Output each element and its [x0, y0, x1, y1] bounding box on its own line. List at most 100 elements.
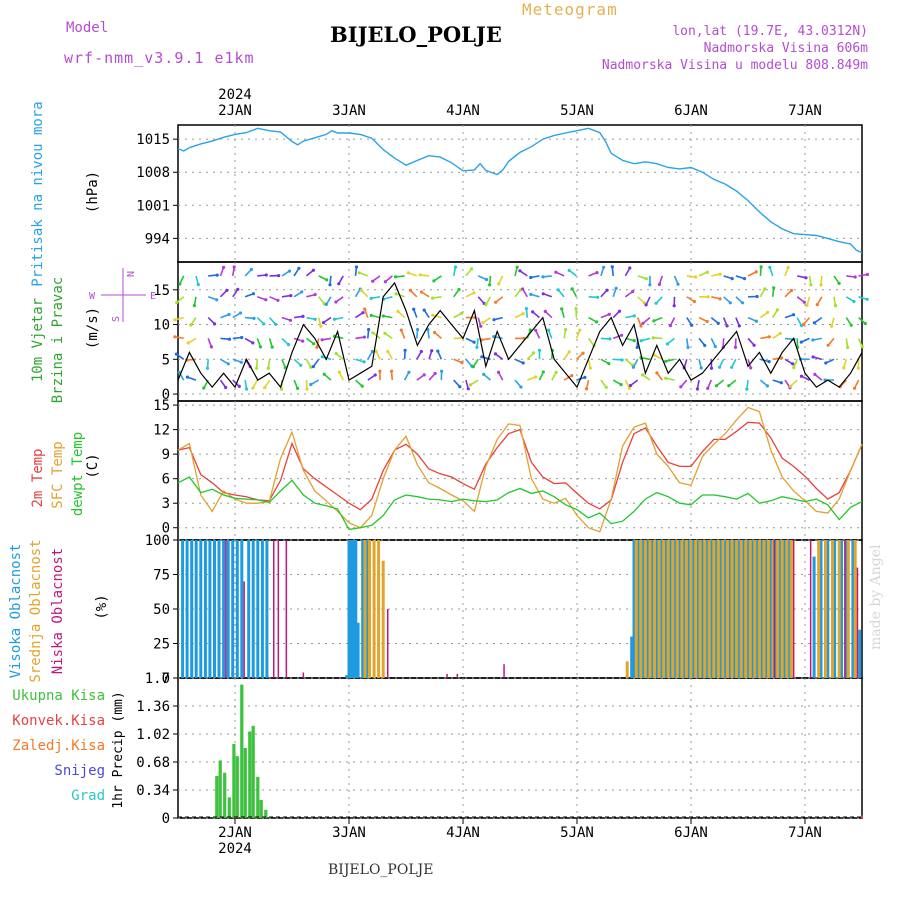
high-cloud-bar — [247, 540, 251, 678]
wind-arrow-head — [541, 292, 545, 296]
wind-arrow-head — [373, 373, 377, 377]
y-tick-label: 0 — [162, 671, 170, 687]
y-tick-label: 0 — [162, 811, 170, 827]
high-cloud-bar — [778, 540, 782, 678]
wind-arrow-head — [369, 313, 373, 317]
low-cloud-bar — [285, 540, 288, 678]
wind-arrow-head — [581, 351, 585, 355]
wind-arrow-head — [805, 303, 809, 307]
wind-arrow-head — [605, 288, 609, 292]
high-cloud-bar — [208, 540, 212, 678]
wind-arrow-head — [852, 299, 856, 304]
wind-arrow-head — [853, 275, 857, 279]
wind-title-line2: Brzina i Pravac — [50, 277, 66, 403]
mid-cloud-bar — [757, 540, 761, 678]
wind-arrow-head — [804, 276, 808, 280]
total-precip-bar — [218, 760, 222, 818]
wind-arrow-head — [786, 265, 790, 270]
wind-arrow-head — [799, 374, 804, 378]
wind-arrow-head — [378, 369, 382, 373]
wind-arrow-head — [655, 371, 659, 375]
wind-arrow-head — [532, 351, 536, 355]
wind-arrow-head — [315, 345, 319, 349]
wind-arrow-head — [457, 287, 461, 292]
mid-cloud-bar — [716, 540, 720, 678]
y-tick-label: 5 — [162, 352, 170, 368]
wind-arrow-head — [416, 327, 420, 332]
mid-cloud-bar — [739, 540, 743, 678]
wind-arrow-head — [789, 288, 794, 293]
wind-arrow-head — [173, 335, 177, 339]
y-tick-label: 0.34 — [136, 783, 170, 799]
wind-arrow-head — [173, 318, 177, 322]
wind-arrow-head — [472, 340, 476, 344]
high-cloud-bar — [723, 540, 727, 678]
high-cloud-bar — [851, 540, 855, 678]
wind-arrow-head — [381, 314, 385, 318]
wind-arrow-head — [672, 304, 676, 308]
mid-cloud-bar — [662, 540, 666, 678]
wind-arrow-head — [718, 272, 722, 276]
wind-arrow-head — [481, 321, 485, 325]
wind-arrow-head — [276, 298, 280, 302]
mid-cloud-bar — [698, 540, 702, 678]
wind-arrow-head — [564, 328, 568, 332]
wind-arrow-head — [554, 270, 558, 274]
high-cloud-bar — [231, 540, 235, 678]
wind-arrow-head — [418, 273, 422, 277]
wind-arrow-head — [824, 361, 828, 365]
mid-cloud-bar — [657, 540, 661, 678]
y-tick-label: 12 — [153, 423, 170, 439]
wind-arrow-head — [547, 328, 551, 332]
wind-arrow-head — [745, 387, 749, 391]
wind-arrow-head — [632, 314, 636, 318]
high-cloud-bar — [181, 540, 185, 678]
high-cloud-bar — [664, 540, 668, 678]
total-precip-bar — [227, 797, 231, 818]
wind-arrow-head — [252, 316, 256, 320]
low-cloud-bar — [773, 540, 775, 678]
y-tick-label: 10 — [153, 318, 170, 334]
wind-arrow-head — [177, 370, 181, 374]
wind-arrow-head — [706, 386, 710, 390]
wind-arrow-head — [403, 348, 407, 352]
wind-arrow-head — [849, 323, 853, 327]
y-tick-label: 1.36 — [136, 699, 170, 715]
wind-arrow-head — [631, 289, 635, 294]
wind-arrow-head — [399, 328, 403, 332]
model-altitude-label: Nadmorska Visina u modelu 808.849m — [601, 58, 868, 73]
sfc-title: SFC Temp — [50, 441, 66, 508]
wind-arrow-head — [321, 321, 326, 325]
wind-arrow-head — [749, 366, 753, 370]
compass-west: W — [89, 291, 96, 302]
wind-arrow-head — [300, 290, 304, 294]
wind-arrow-head — [620, 358, 624, 362]
wind-arrow-head — [488, 283, 492, 287]
wind-arrow-head — [541, 370, 545, 374]
high-cloud-bar — [833, 540, 837, 678]
wind-arrow-head — [394, 292, 398, 296]
wind-arrow-head — [763, 287, 767, 291]
wind-arrow-head — [665, 342, 670, 346]
wind-arrow-head — [371, 331, 375, 335]
wind-arrow-head — [222, 265, 226, 269]
mid-cloud-bar — [753, 540, 757, 678]
wind-arrow-head — [556, 288, 560, 292]
wind-arrow-head — [733, 345, 738, 349]
mid-cloud-bar — [730, 540, 734, 678]
high-cloud-bar — [687, 540, 691, 678]
precip-legend-item: Ukupna Kisa — [12, 688, 105, 704]
wind-arrow-head — [528, 328, 532, 332]
compass-east: E — [150, 291, 156, 302]
wind-arrow-head — [780, 356, 784, 360]
station-title: BIJELO_POLJE — [330, 22, 502, 47]
high-cloud-bar — [650, 540, 654, 678]
wind-arrow-head — [225, 288, 229, 292]
wind-arrow-head — [367, 327, 371, 332]
wind-arrow-head — [475, 345, 479, 349]
wind-arrow-head — [521, 361, 525, 365]
wind-arrow-head — [802, 300, 807, 304]
wind-arrow-head — [407, 370, 411, 374]
wind-arrow-head — [651, 336, 655, 340]
